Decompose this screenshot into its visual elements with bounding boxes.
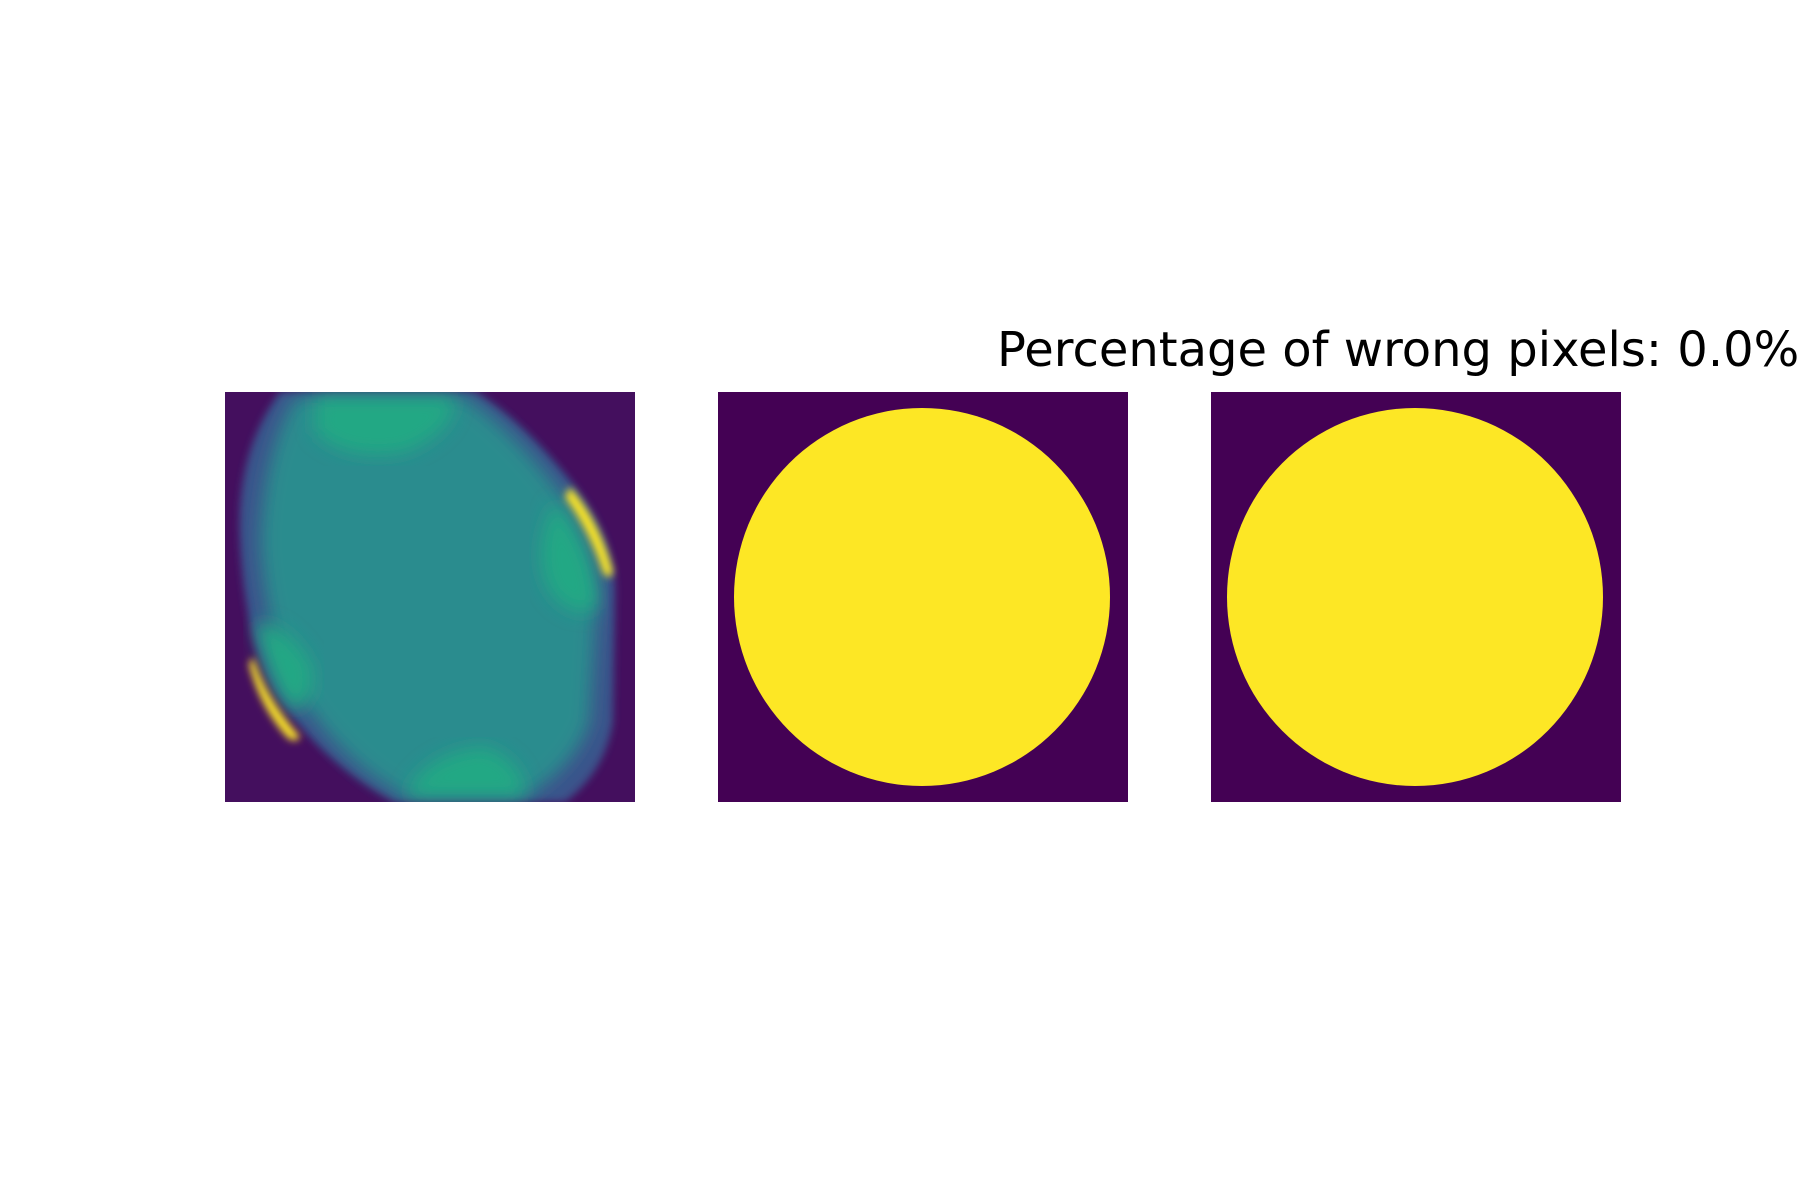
field-region-band-bottom: [405, 747, 525, 797]
field-region-band-left: [255, 622, 313, 712]
chart-title: Percentage of wrong pixels: 0.0%: [997, 322, 1800, 378]
field-region-mid: [260, 397, 597, 797]
field-region-band-right: [541, 502, 597, 612]
heatmap-panel-field: [225, 392, 635, 802]
mask-b-disk: [1227, 408, 1603, 786]
mask-b-svg: [1211, 392, 1621, 802]
field-heatmap-svg: [225, 392, 635, 802]
heatmap-panel-mask-b: [1211, 392, 1621, 802]
field-rim-left: [249, 657, 300, 741]
mask-a-svg: [718, 392, 1128, 802]
field-rim-right: [565, 487, 613, 577]
mask-a-disk: [734, 408, 1110, 786]
heatmap-panel-mask-a: [718, 392, 1128, 802]
field-region-band-top: [315, 397, 455, 455]
